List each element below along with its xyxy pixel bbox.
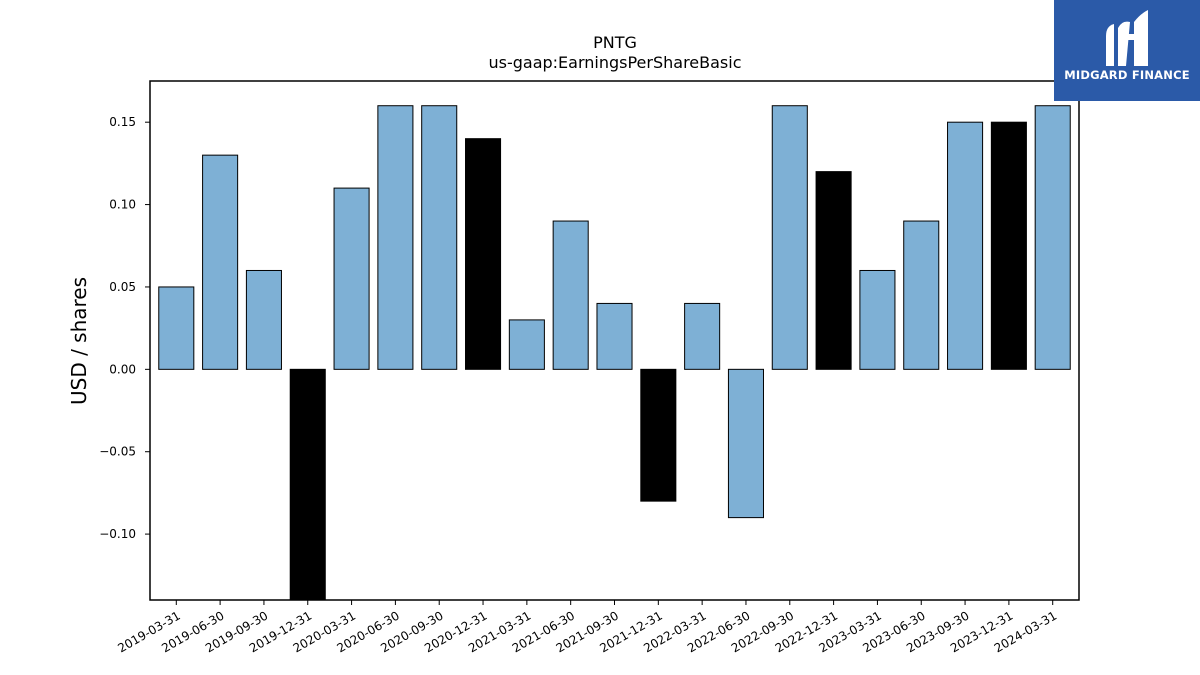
bar-2023-06-30 — [903, 220, 940, 370]
bar-2020-06-30 — [377, 105, 414, 370]
y-tick-label: −0.05 — [99, 445, 136, 459]
bar-2019-06-30 — [202, 154, 239, 370]
bar-2022-12-31 — [815, 171, 852, 370]
bar-2021-03-31 — [508, 319, 545, 370]
y-tick-label: 0.05 — [109, 280, 136, 294]
bar-2019-12-31 — [289, 368, 326, 601]
bar-2020-09-30 — [421, 105, 458, 370]
bar-2021-06-30 — [552, 220, 589, 370]
bar-2023-03-31 — [859, 269, 896, 370]
bar-2020-03-31 — [333, 187, 370, 370]
y-axis-label: USD / shares — [67, 277, 91, 405]
chart-subtitle: us-gaap:EarningsPerShareBasic — [488, 53, 741, 72]
brand-name: MIDGARD FINANCE — [1064, 68, 1190, 82]
y-tick-label: 0.00 — [109, 362, 136, 376]
bar-2019-09-30 — [245, 269, 282, 370]
bar-2024-03-31 — [1034, 105, 1071, 370]
bar-2022-03-31 — [684, 302, 721, 370]
brand-logo: MIDGARD FINANCE — [1054, 0, 1200, 101]
bar-2020-12-31 — [465, 138, 502, 370]
plot-frame — [149, 80, 1080, 601]
bar-2023-09-30 — [947, 121, 984, 370]
y-tick-label: 0.10 — [109, 198, 136, 212]
bar-2021-09-30 — [596, 302, 633, 370]
bar-2022-06-30 — [727, 368, 764, 519]
bar-2021-12-31 — [640, 368, 677, 502]
midgard-logo-icon — [1106, 10, 1148, 67]
bar-2022-09-30 — [771, 105, 808, 370]
bar-2019-03-31 — [158, 286, 195, 370]
bar-2023-12-31 — [990, 121, 1027, 370]
chart-title: PNTG — [593, 33, 637, 52]
y-tick-label: −0.10 — [99, 527, 136, 541]
y-tick-label: 0.15 — [109, 115, 136, 129]
